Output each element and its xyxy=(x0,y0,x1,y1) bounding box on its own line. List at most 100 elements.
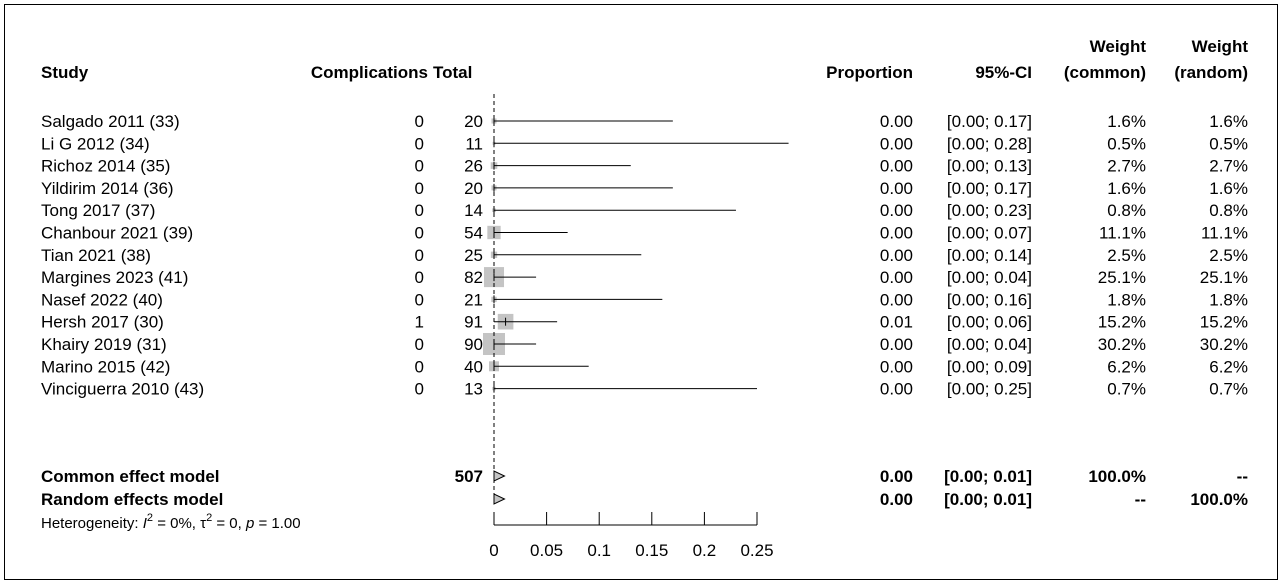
study-weight-common: 2.5% xyxy=(1107,246,1146,265)
study-proportion: 0.00 xyxy=(880,357,913,376)
study-label: Tian 2021 (38) xyxy=(41,246,151,265)
summary-ci: [0.00; 0.01] xyxy=(944,490,1032,509)
study-ci: [0.00; 0.17] xyxy=(947,179,1032,198)
study-total: 20 xyxy=(464,112,483,131)
study-events: 1 xyxy=(415,313,424,332)
forest-plot-frame xyxy=(4,4,1278,580)
x-tick-label: 0.15 xyxy=(635,541,668,560)
study-label: Richoz 2014 (35) xyxy=(41,157,170,176)
header-complications: Complications xyxy=(311,63,428,82)
study-proportion: 0.00 xyxy=(880,290,913,309)
summary-label: Common effect model xyxy=(41,467,220,486)
study-rows: Salgado 2011 (33) 0 20 0.00 [0.00; 0.17] 1.6%… xyxy=(41,112,1248,399)
study-ci: [0.00; 0.17] xyxy=(947,112,1032,131)
x-tick-label: 0.2 xyxy=(693,541,717,560)
summary-diamond xyxy=(493,493,506,505)
study-weight-common: 25.1% xyxy=(1098,268,1146,287)
study-label: Tong 2017 (37) xyxy=(41,201,155,220)
table-header: Study Complications Total Proportion 95%… xyxy=(41,37,1248,82)
study-total: 40 xyxy=(464,357,483,376)
study-ci: [0.00; 0.06] xyxy=(947,313,1032,332)
study-events: 0 xyxy=(415,357,424,376)
header-weight-common-line2: (common) xyxy=(1064,63,1146,82)
study-weight-common: 0.5% xyxy=(1107,134,1146,153)
study-events: 0 xyxy=(415,134,424,153)
study-row: Margines 2023 (41) 0 82 0.00 [0.00; 0.04] 25.… xyxy=(41,267,1248,288)
study-ci: [0.00; 0.04] xyxy=(947,268,1032,287)
study-weight-random: 6.2% xyxy=(1209,357,1248,376)
study-label: Marino 2015 (42) xyxy=(41,357,170,376)
study-weight-common: 1.8% xyxy=(1107,290,1146,309)
summary-proportion: 0.00 xyxy=(880,467,913,486)
study-row: Khairy 2019 (31) 0 90 0.00 [0.00; 0.04] 30.2%… xyxy=(41,333,1248,355)
study-weight-common: 30.2% xyxy=(1098,335,1146,354)
x-tick-label: 0.1 xyxy=(587,541,611,560)
study-weight-common: 15.2% xyxy=(1098,313,1146,332)
summary-rows: Common effect model 507 0.00 [0.00; 0.01] 10… xyxy=(41,467,1248,509)
study-weight-common: 6.2% xyxy=(1107,357,1146,376)
summary-weight-common: -- xyxy=(1135,490,1146,509)
study-ci: [0.00; 0.07] xyxy=(947,224,1032,243)
study-total: 91 xyxy=(464,313,483,332)
study-weight-random: 11.1% xyxy=(1201,224,1248,243)
summary-total: 507 xyxy=(455,467,483,486)
study-ci: [0.00; 0.13] xyxy=(947,157,1032,176)
study-proportion: 0.00 xyxy=(880,112,913,131)
study-proportion: 0.00 xyxy=(880,268,913,287)
study-weight-common: 0.8% xyxy=(1107,201,1146,220)
study-ci: [0.00; 0.09] xyxy=(947,357,1032,376)
study-row: Richoz 2014 (35) 0 26 0.00 [0.00; 0.13] 2.7% 2… xyxy=(41,157,1248,176)
study-row: Li G 2012 (34) 0 11 0.00 [0.00; 0.28] 0.5% 0.5… xyxy=(41,134,1248,153)
study-row: Vinciguerra 2010 (43) 0 13 0.00 [0.00; 0.25]… xyxy=(41,380,1248,399)
study-ci: [0.00; 0.14] xyxy=(947,246,1032,265)
study-total: 54 xyxy=(464,224,483,243)
study-label: Margines 2023 (41) xyxy=(41,268,188,287)
study-weight-random: 2.5% xyxy=(1209,246,1248,265)
study-events: 0 xyxy=(415,112,424,131)
study-events: 0 xyxy=(415,380,424,399)
study-row: Yildirim 2014 (36) 0 20 0.00 [0.00; 0.17] 1.6… xyxy=(41,179,1248,198)
study-weight-random: 25.1% xyxy=(1200,268,1248,287)
study-total: 20 xyxy=(464,179,483,198)
study-weight-random: 1.8% xyxy=(1209,290,1248,309)
study-proportion: 0.00 xyxy=(880,157,913,176)
header-proportion: Proportion xyxy=(826,63,913,82)
x-tick-label: 0.05 xyxy=(530,541,563,560)
study-proportion: 0.00 xyxy=(880,134,913,153)
study-ci: [0.00; 0.16] xyxy=(947,290,1032,309)
header-total: Total xyxy=(433,63,472,82)
study-proportion: 0.00 xyxy=(880,246,913,265)
study-proportion: 0.00 xyxy=(880,179,913,198)
study-row: Marino 2015 (42) 0 40 0.00 [0.00; 0.09] 6.2% 6… xyxy=(41,357,1248,376)
study-proportion: 0.00 xyxy=(880,380,913,399)
study-weight-common: 1.6% xyxy=(1107,179,1146,198)
study-proportion: 0.00 xyxy=(880,335,913,354)
x-axis: 0 0.05 0.1 0.15 0.2 0.25 xyxy=(489,94,774,560)
summary-diamond xyxy=(493,470,506,482)
x-tick-label: 0 xyxy=(489,541,498,560)
study-events: 0 xyxy=(415,157,424,176)
study-weight-random: 1.6% xyxy=(1209,112,1248,131)
study-row: Salgado 2011 (33) 0 20 0.00 [0.00; 0.17] 1.6%… xyxy=(41,112,1248,131)
x-tick-label: 0.25 xyxy=(740,541,773,560)
study-weight-random: 0.7% xyxy=(1209,380,1248,399)
study-label: Yildirim 2014 (36) xyxy=(41,179,174,198)
study-label: Li G 2012 (34) xyxy=(41,134,150,153)
summary-ci: [0.00; 0.01] xyxy=(944,467,1032,486)
study-label: Khairy 2019 (31) xyxy=(41,335,167,354)
study-weight-random: 2.7% xyxy=(1209,157,1248,176)
summary-proportion: 0.00 xyxy=(880,490,913,509)
study-total: 25 xyxy=(464,246,483,265)
header-weight-random-line1: Weight xyxy=(1192,37,1249,56)
study-weight-common: 11.1% xyxy=(1099,224,1146,243)
study-weight-random: 1.6% xyxy=(1209,179,1248,198)
study-events: 0 xyxy=(415,246,424,265)
study-ci: [0.00; 0.25] xyxy=(947,380,1032,399)
study-weight-common: 2.7% xyxy=(1107,157,1146,176)
study-row: Hersh 2017 (30) 1 91 0.01 [0.00; 0.06] 15.2% 1… xyxy=(41,313,1248,332)
study-label: Hersh 2017 (30) xyxy=(41,313,164,332)
study-row: Nasef 2022 (40) 0 21 0.00 [0.00; 0.16] 1.8% 1.… xyxy=(41,290,1248,309)
summary-row: Common effect model 507 0.00 [0.00; 0.01] 10… xyxy=(41,467,1248,486)
study-weight-random: 30.2% xyxy=(1200,335,1248,354)
